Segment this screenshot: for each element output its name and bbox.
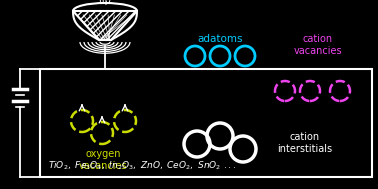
Text: cation
interstitials: cation interstitials xyxy=(277,132,333,154)
Polygon shape xyxy=(73,11,137,40)
Text: tip: tip xyxy=(99,0,112,5)
Text: adatoms: adatoms xyxy=(197,34,243,44)
Text: $\it{TiO_2}$$\it{, \ Fe_3O_4}$$\it{, \ In_2O_3}$$\it{, \ ZnO}$$\it{, \ CeO_2}$$\: $\it{TiO_2}$$\it{, \ Fe_3O_4}$$\it{, \ I… xyxy=(48,160,236,172)
Text: cation
vacancies: cation vacancies xyxy=(294,34,342,56)
Bar xyxy=(40,69,372,177)
Text: oxygen
vacancies: oxygen vacancies xyxy=(79,149,127,171)
